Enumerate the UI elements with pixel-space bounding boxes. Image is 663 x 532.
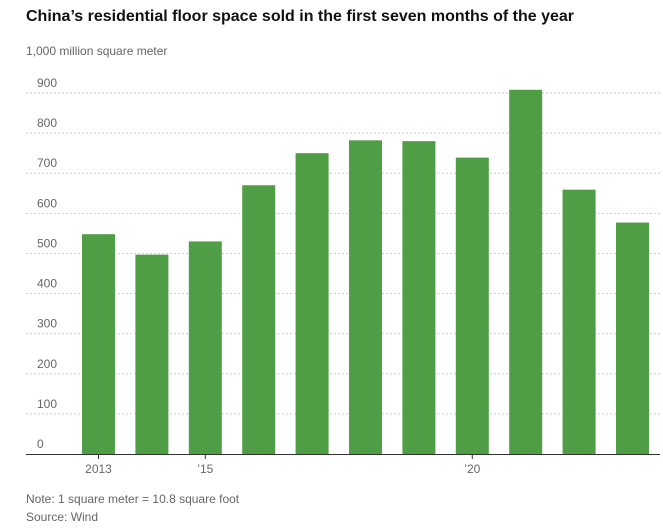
bar-chart: 0 100 200 300 400 500 600 700 800 900 2013 ’15 ’20	[26, 76, 660, 476]
y-tick-label: 800	[37, 116, 57, 130]
x-axis-ticks: 2013 ’15 ’20	[85, 454, 481, 476]
bar-2022	[562, 189, 596, 454]
x-tick-label: ’15	[197, 462, 213, 476]
y-tick-label: 400	[37, 277, 57, 291]
bar-2019	[402, 141, 436, 454]
y-axis-tick-labels: 0 100 200 300 400 500 600 700 800 900	[37, 76, 57, 451]
bar-2016	[242, 185, 276, 454]
x-tick-label: 2013	[85, 462, 112, 476]
y-tick-label: 0	[37, 437, 44, 451]
y-tick-label: 200	[37, 357, 57, 371]
bar-2020	[455, 157, 489, 454]
y-tick-label: 900	[37, 76, 57, 90]
bars	[82, 89, 649, 455]
bar-2023	[616, 222, 649, 454]
chart-title: China’s residential floor space sold in …	[26, 8, 574, 25]
y-tick-label: 300	[37, 317, 57, 331]
gridlines	[26, 92, 660, 415]
y-tick-label: 600	[37, 196, 57, 210]
chart-source: Source: Wind	[26, 510, 99, 524]
y-axis-unit-label: 1,000 million square meter	[26, 44, 168, 58]
bar-2014	[135, 254, 169, 454]
chart-note: Note: 1 square meter = 10.8 square foot	[26, 492, 240, 506]
y-tick-label: 100	[37, 397, 57, 411]
bar-2018	[349, 140, 382, 454]
bar-2015	[188, 241, 222, 454]
bar-2013	[82, 234, 115, 454]
y-tick-label: 500	[37, 236, 57, 250]
x-tick-label: ’20	[464, 462, 480, 476]
y-tick-label: 700	[37, 156, 57, 170]
bar-2021	[509, 89, 543, 455]
bar-2017	[295, 153, 329, 454]
